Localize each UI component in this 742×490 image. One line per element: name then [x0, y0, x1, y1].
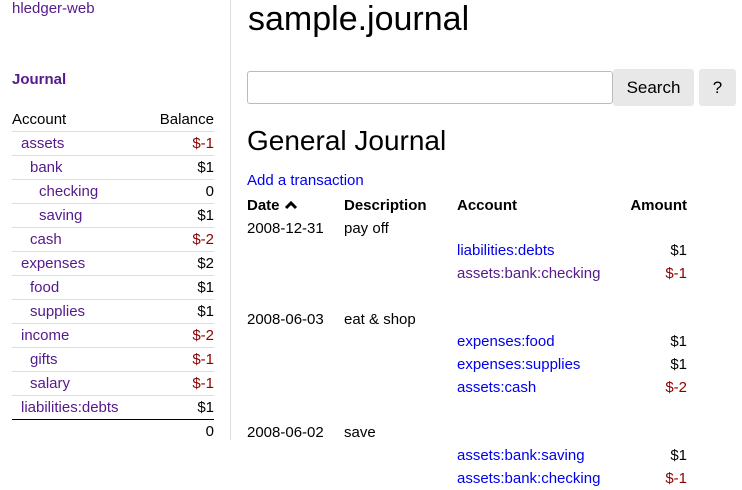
account-link[interactable]: bank — [30, 159, 63, 176]
account-link[interactable]: saving — [39, 207, 83, 224]
posting-row: liabilities:debts $1 — [247, 239, 687, 262]
posting-row: assets:bank:saving $1 — [247, 444, 687, 467]
accounts-table: Account Balance assets $-1 bank $1 checking 0 s… — [12, 108, 214, 443]
account-link[interactable]: income — [21, 327, 70, 344]
posting-account-link[interactable]: expenses:food — [457, 333, 555, 351]
description-header: Description — [344, 196, 427, 214]
posting-amount: $1 — [670, 355, 687, 373]
account-balance: 0 — [145, 179, 214, 204]
posting-row: expenses:supplies $1 — [247, 353, 687, 376]
posting-account-link[interactable]: assets:cash — [457, 378, 537, 396]
account-balance: $1 — [145, 275, 214, 300]
account-link[interactable]: salary — [30, 375, 71, 392]
account-link[interactable]: gifts — [30, 351, 58, 368]
sidebar: hledger-web Journal Account Balance asset… — [0, 0, 231, 443]
account-balance: $-2 — [145, 323, 214, 348]
total-balance: 0 — [145, 419, 214, 443]
account-row: cash $-2 — [12, 227, 214, 252]
balance-header: Balance — [159, 111, 214, 128]
account-balance: $-1 — [145, 131, 214, 156]
posting-row: expenses:food $1 — [247, 330, 687, 353]
account-balance: $1 — [145, 299, 214, 324]
date-header-label: Date — [247, 196, 280, 214]
transaction-description: eat & shop — [344, 310, 416, 328]
transaction-row: 2008-06-02 save — [247, 422, 687, 445]
posting-amount: $1 — [670, 333, 687, 351]
transaction-date: 2008-06-02 — [247, 424, 324, 442]
posting-account-link[interactable]: expenses:supplies — [457, 355, 581, 373]
account-row: food $1 — [12, 275, 214, 300]
account-row: checking 0 — [12, 179, 214, 204]
posting-account-link[interactable]: assets:bank:checking — [457, 469, 601, 487]
journal-link[interactable]: Journal — [12, 71, 67, 88]
account-link[interactable]: cash — [30, 231, 62, 248]
posting-amount: $-1 — [665, 264, 687, 282]
account-row: bank $1 — [12, 155, 214, 180]
transaction-date: 2008-12-31 — [247, 219, 324, 237]
posting-account-link[interactable]: assets:bank:saving — [457, 447, 585, 465]
account-row: saving $1 — [12, 203, 214, 228]
brand-link[interactable]: hledger-web — [12, 0, 95, 17]
account-balance: $1 — [145, 155, 214, 180]
account-link[interactable]: supplies — [30, 303, 86, 320]
posting-amount: $1 — [670, 242, 687, 260]
chevron-up-icon — [284, 200, 297, 209]
account-balance: $-1 — [145, 371, 214, 396]
account-row: liabilities:debts $1 — [12, 395, 214, 420]
account-row: assets $-1 — [12, 131, 214, 156]
page-title: sample.journal — [248, 0, 470, 38]
posting-row: assets:bank:checking $-1 — [247, 467, 687, 490]
account-link[interactable]: expenses — [21, 255, 86, 272]
search-input[interactable] — [247, 71, 613, 104]
total-row: 0 — [12, 419, 214, 443]
posting-amount: $1 — [670, 447, 687, 465]
account-link[interactable]: assets — [21, 135, 65, 152]
posting-account-link[interactable]: liabilities:debts — [457, 242, 555, 260]
posting-row: assets:bank:checking $-1 — [247, 262, 687, 285]
transaction-description: pay off — [344, 219, 389, 237]
search-button[interactable]: Search — [613, 69, 694, 106]
posting-amount: $-2 — [665, 378, 687, 396]
transaction-row: 2008-12-31 pay off — [247, 217, 687, 240]
account-row: salary $-1 — [12, 371, 214, 396]
account-link[interactable]: food — [30, 279, 60, 296]
amount-header: Amount — [630, 196, 687, 214]
help-button[interactable]: ? — [699, 69, 736, 106]
account-row: income $-2 — [12, 323, 214, 348]
posting-amount: $-1 — [665, 469, 687, 487]
account-row: gifts $-1 — [12, 347, 214, 372]
account-balance: $1 — [145, 395, 214, 420]
account-header: Account — [457, 196, 517, 214]
add-transaction-link[interactable]: Add a transaction — [247, 172, 364, 189]
account-balance: $2 — [145, 251, 214, 276]
account-header: Account — [12, 111, 67, 128]
account-balance: $-1 — [145, 347, 214, 372]
account-link[interactable]: liabilities:debts — [21, 399, 119, 416]
journal-heading: General Journal — [247, 125, 447, 156]
account-link[interactable]: checking — [39, 183, 99, 200]
account-balance: $1 — [145, 203, 214, 228]
date-header[interactable]: Date — [247, 194, 344, 217]
posting-account-link[interactable]: assets:bank:checking — [457, 264, 601, 282]
account-row: supplies $1 — [12, 299, 214, 324]
total-label — [12, 419, 146, 443]
transaction-date: 2008-06-03 — [247, 310, 324, 328]
posting-row: assets:cash $-2 — [247, 376, 687, 399]
journal-table: Date Description Account Amount 2008-12-… — [247, 194, 687, 490]
transaction-description: save — [344, 424, 376, 442]
transaction-row: 2008-06-03 eat & shop — [247, 308, 687, 331]
account-row: expenses $2 — [12, 251, 214, 276]
account-balance: $-2 — [145, 227, 214, 252]
